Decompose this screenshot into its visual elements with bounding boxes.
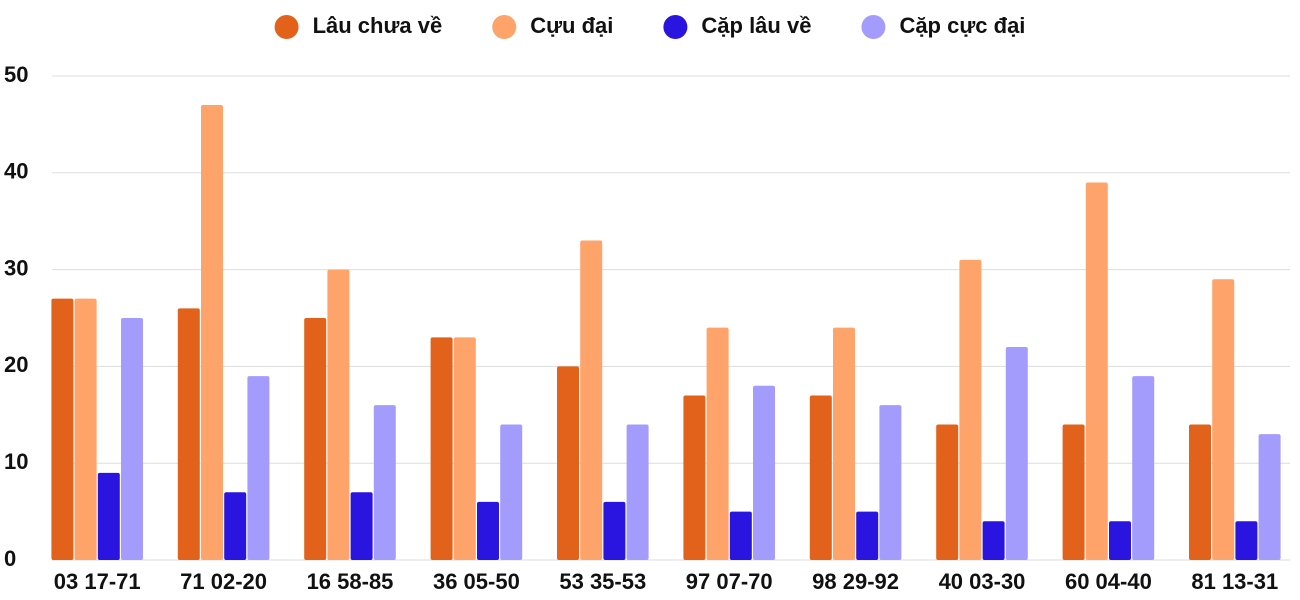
bar xyxy=(959,259,982,560)
legend-label: Cặp cực đại xyxy=(899,13,1025,38)
bar xyxy=(580,240,603,560)
bar xyxy=(729,511,752,560)
x-tick-label: 16 58-85 xyxy=(307,569,394,594)
bar xyxy=(453,337,476,560)
bar xyxy=(557,366,579,560)
bar xyxy=(1212,279,1235,560)
bar xyxy=(304,318,327,560)
legend-label: Lâu chưa về xyxy=(313,13,443,38)
legend-marker xyxy=(492,15,517,39)
bar xyxy=(1258,434,1281,560)
bar xyxy=(626,424,649,560)
x-tick-label: 53 35-53 xyxy=(559,569,646,594)
y-tick-label: 0 xyxy=(4,546,16,571)
bar xyxy=(1109,521,1131,560)
x-tick-label: 81 13-31 xyxy=(1191,569,1278,594)
bar xyxy=(350,492,373,560)
legend-label: Cựu đại xyxy=(530,13,613,38)
x-tick-label: 40 03-30 xyxy=(939,569,1026,594)
bar xyxy=(603,501,626,560)
bar xyxy=(224,492,247,560)
bar xyxy=(500,424,523,560)
bar xyxy=(1085,182,1108,561)
y-tick-label: 10 xyxy=(4,449,28,474)
x-tick-label: 03 17-71 xyxy=(54,569,141,594)
bar xyxy=(1235,521,1258,560)
bar xyxy=(706,327,729,560)
x-tick-label: 98 29-92 xyxy=(812,569,899,594)
bar xyxy=(856,511,879,560)
bar xyxy=(936,424,959,560)
bar xyxy=(327,269,350,560)
legend-marker xyxy=(861,15,886,39)
legend-marker xyxy=(274,15,299,39)
bar xyxy=(74,298,97,560)
legend-label: Cặp lâu về xyxy=(701,13,811,38)
bar xyxy=(97,472,120,560)
bar xyxy=(982,521,1005,560)
y-tick-label: 40 xyxy=(4,159,28,184)
x-tick-label: 97 07-70 xyxy=(686,569,773,594)
legend-marker xyxy=(663,15,688,39)
bar xyxy=(683,395,706,560)
bar xyxy=(121,318,143,560)
bar xyxy=(177,308,200,560)
y-tick-label: 20 xyxy=(4,352,28,377)
x-tick-label: 60 04-40 xyxy=(1065,569,1152,594)
y-tick-label: 30 xyxy=(4,255,28,280)
bar xyxy=(430,337,453,560)
bar xyxy=(373,405,396,560)
x-tick-label: 36 05-50 xyxy=(433,569,520,594)
bar xyxy=(1189,424,1211,560)
bar xyxy=(753,385,775,560)
bar xyxy=(833,327,855,560)
bar xyxy=(1132,376,1155,560)
bar xyxy=(201,105,223,560)
bar xyxy=(51,298,74,560)
bar xyxy=(247,376,270,560)
bar xyxy=(1062,424,1085,560)
bar xyxy=(879,405,902,560)
bar xyxy=(809,395,832,560)
y-tick-label: 50 xyxy=(4,62,28,87)
bar xyxy=(477,501,499,560)
bar xyxy=(1005,347,1028,560)
x-tick-label: 71 02-20 xyxy=(180,569,267,594)
